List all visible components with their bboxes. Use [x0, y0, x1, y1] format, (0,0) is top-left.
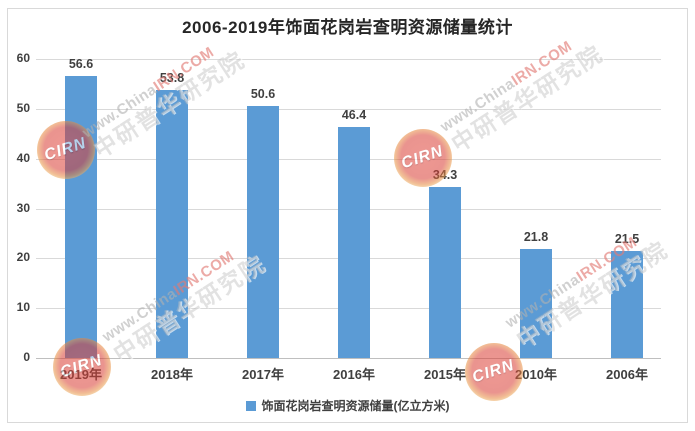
- x-axis-tick-label: 2016年: [333, 367, 375, 382]
- y-axis-tick-label: 40: [16, 150, 30, 165]
- cirn-logo-text: CIRN: [470, 356, 517, 387]
- cirn-logo-icon: CIRN: [53, 338, 111, 396]
- bar: [520, 249, 552, 358]
- bar-value-label: 21.5: [614, 231, 640, 246]
- cirn-logo-icon: CIRN: [465, 343, 523, 401]
- y-axis-tick-label: 10: [16, 300, 30, 315]
- bar: [247, 105, 279, 358]
- cirn-logo-icon: CIRN: [394, 129, 452, 187]
- bar-value-label: 50.6: [250, 86, 276, 101]
- y-axis-tick-label: 0: [23, 350, 30, 364]
- x-axis-tick-label: 2010年: [515, 367, 557, 382]
- legend: 饰面花岗岩查明资源储量(亿立方米): [0, 397, 695, 414]
- cirn-logo-text: CIRN: [42, 134, 89, 165]
- y-axis-tick-label: 50: [16, 100, 30, 115]
- y-axis-tick-label: 30: [16, 200, 30, 215]
- x-axis-tick-label: 2018年: [151, 367, 193, 382]
- x-axis-tick-label: 2017年: [242, 367, 284, 382]
- cirn-logo-icon: CIRN: [37, 121, 95, 179]
- bar-value-label: 21.8: [523, 230, 549, 245]
- x-axis-tick-label: 2015年: [424, 367, 466, 382]
- gridline: [36, 108, 661, 110]
- gridline: [36, 59, 661, 60]
- x-axis-line: [36, 358, 661, 359]
- cirn-logo-text: CIRN: [58, 351, 105, 382]
- bar: [156, 89, 188, 358]
- bar-value-label: 46.4: [341, 107, 367, 122]
- legend-marker-icon: [245, 400, 256, 411]
- chart-title: 2006-2019年饰面花岗岩查明资源储量统计: [182, 18, 513, 37]
- cirn-logo-text: CIRN: [399, 142, 446, 173]
- y-axis-tick-label: 20: [16, 250, 30, 265]
- bar-value-label: 56.6: [68, 56, 94, 71]
- y-axis-tick-label: 60: [16, 51, 30, 65]
- x-axis-tick-label: 2006年: [606, 367, 648, 382]
- bar: [611, 250, 643, 358]
- bar-value-label: 53.8: [159, 70, 185, 85]
- bar: [338, 126, 370, 358]
- legend-label: 饰面花岗岩查明资源储量(亿立方米): [261, 399, 450, 413]
- bar: [429, 187, 461, 358]
